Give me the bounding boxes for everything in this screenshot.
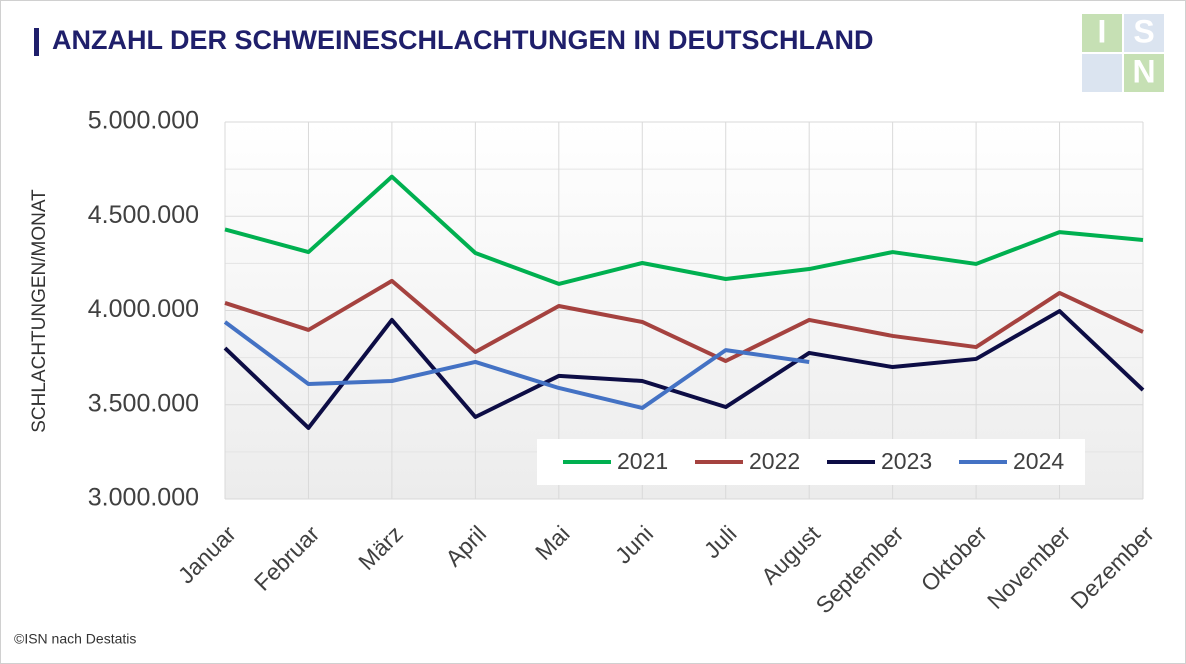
series-line	[224, 174, 1144, 286]
source: ©ISN nach Destatis	[14, 631, 136, 647]
y-tick-label: 3.500.000	[88, 389, 199, 417]
y-tick-label: 3.000.000	[88, 484, 199, 512]
chart-title: ANZAHL DER SCHWEINESCHLACHTUNGEN IN DEUT…	[52, 25, 874, 55]
legend-label: 2023	[881, 448, 932, 474]
logo-tile	[1124, 14, 1164, 52]
y-tick-label: 5.000.000	[88, 107, 199, 135]
title-bar	[34, 28, 39, 56]
logo-tile	[1124, 54, 1164, 92]
legend-label: 2022	[749, 448, 800, 474]
logo-tile	[1082, 14, 1122, 52]
logo-letter: I	[1098, 13, 1107, 49]
series-line	[223, 320, 810, 410]
legend-label: 2024	[1013, 448, 1064, 474]
legend-label: 2021	[617, 448, 668, 474]
logo: I S N	[1082, 13, 1164, 92]
logo-letter: N	[1132, 53, 1155, 89]
logo-letter: S	[1133, 13, 1154, 49]
logo-tile	[1082, 54, 1122, 92]
y-tick-label: 4.500.000	[88, 201, 199, 229]
y-tick-label: 4.000.000	[88, 295, 199, 323]
series-line	[223, 309, 1145, 430]
y-axis-label: SCHLACHTUNGEN/MONAT	[29, 189, 50, 433]
series-line	[224, 278, 1144, 364]
